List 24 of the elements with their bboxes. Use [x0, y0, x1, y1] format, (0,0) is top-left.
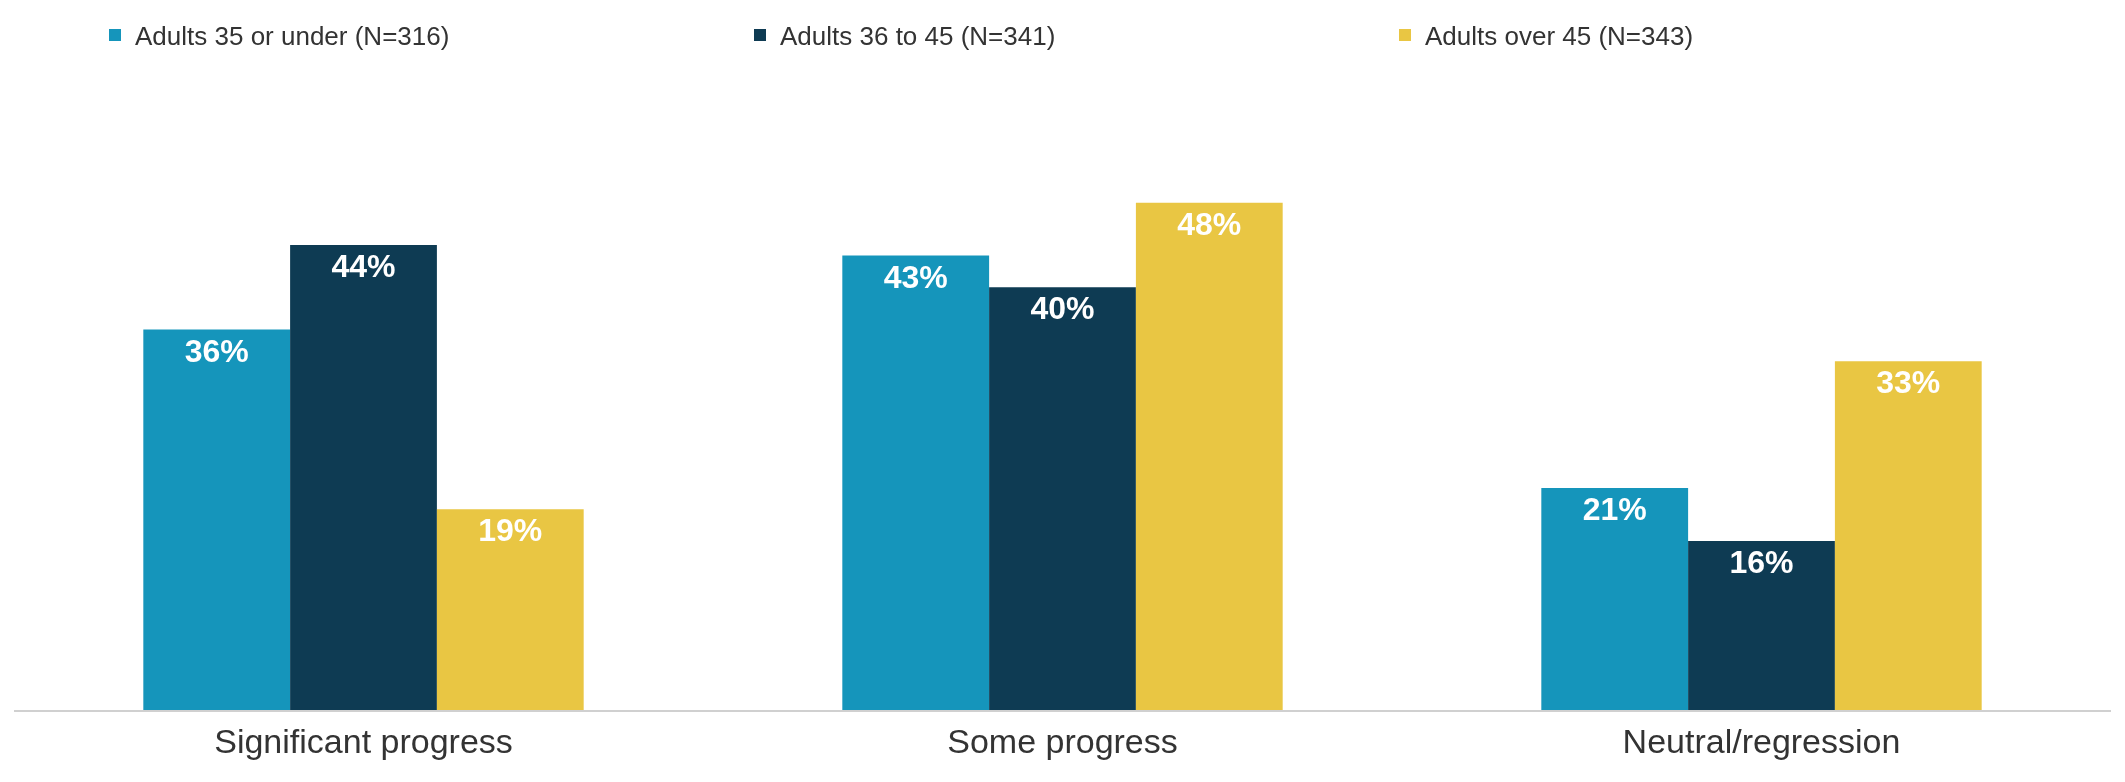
data-label: 21%: [1582, 491, 1647, 528]
legend-label: Adults 36 to 45 (N=341): [780, 21, 1056, 52]
bar: [1688, 540, 1835, 710]
data-label: 44%: [331, 247, 396, 284]
data-label: 48%: [1177, 205, 1242, 242]
data-label: 19%: [478, 512, 543, 549]
data-label: 33%: [1876, 364, 1941, 401]
bar: [436, 509, 584, 710]
x-tick-label: Some progress: [947, 721, 1178, 760]
bar: [842, 255, 990, 710]
legend-label: Adults over 45 (N=343): [1425, 21, 1694, 52]
bar: [1834, 361, 1982, 710]
x-tick-label: Neutral/regression: [1622, 721, 1901, 760]
x-tick-label: Significant progress: [214, 721, 513, 760]
data-label: 36%: [184, 332, 249, 369]
data-label: 16%: [1729, 543, 1794, 580]
bar: [290, 244, 437, 710]
bar: [1541, 488, 1689, 710]
bar: [989, 287, 1136, 710]
data-label: 40%: [1030, 290, 1095, 327]
data-label: 43%: [883, 258, 948, 295]
legend-label: Adults 35 or under (N=316): [135, 21, 450, 52]
bar: [1135, 202, 1283, 710]
bar: [143, 329, 291, 710]
